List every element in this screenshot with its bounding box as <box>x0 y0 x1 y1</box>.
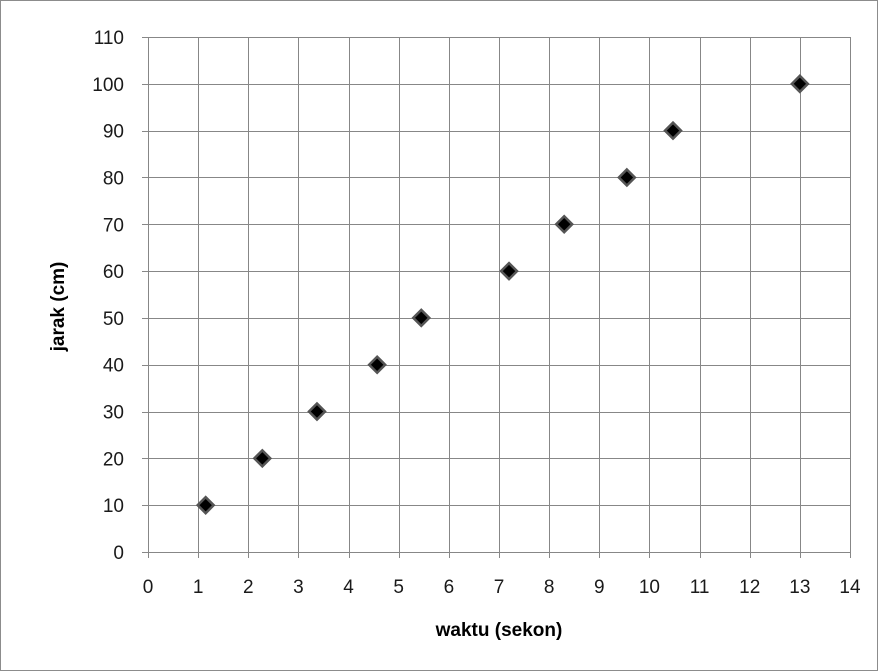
x-tick-label: 3 <box>293 577 304 598</box>
x-tick-label: 2 <box>243 577 254 598</box>
x-tick-label: 14 <box>839 577 861 598</box>
x-axis-title: waktu (sekon) <box>435 620 563 641</box>
data-point <box>790 74 810 94</box>
gridlines <box>148 37 851 552</box>
x-tick-label: 7 <box>494 577 505 598</box>
x-tick-label: 8 <box>544 577 555 598</box>
axes <box>142 37 851 558</box>
x-tick-label: 0 <box>143 577 154 598</box>
y-tick-label: 0 <box>113 543 124 564</box>
y-tick-label: 30 <box>103 403 124 424</box>
data-points <box>195 74 810 515</box>
x-tick-label: 1 <box>193 577 204 598</box>
data-point <box>195 495 216 515</box>
x-tick-label: 11 <box>690 577 710 598</box>
y-tick-label: 80 <box>103 168 124 189</box>
data-point <box>307 401 327 422</box>
x-tick-label: 9 <box>594 577 605 598</box>
y-axis-title: jarak (cm) <box>48 262 69 353</box>
data-point <box>617 167 637 188</box>
data-point <box>554 214 574 235</box>
y-tick-label: 40 <box>103 356 124 377</box>
y-tick-label: 90 <box>103 122 124 143</box>
y-tick-label: 20 <box>103 449 124 470</box>
data-point <box>252 448 273 469</box>
x-tick-label: 6 <box>444 577 455 598</box>
data-point <box>499 261 519 281</box>
x-tick-label: 13 <box>789 577 810 598</box>
data-point <box>411 308 432 328</box>
tick-labels: 0 1 2 3 4 5 6 7 8 9 10 11 12 13 1401020304050607080901… <box>92 28 861 598</box>
y-tick-label: 70 <box>103 215 124 236</box>
data-point <box>663 120 683 141</box>
x-tick-label: 10 <box>639 577 660 598</box>
x-tick-label: 12 <box>739 577 760 598</box>
x-tick-label: 4 <box>343 577 354 598</box>
y-tick-label: 60 <box>103 262 124 283</box>
y-tick-label: 10 <box>103 496 124 517</box>
x-tick-label: 5 <box>393 577 404 598</box>
y-tick-label: 110 <box>94 28 124 49</box>
data-point <box>367 354 387 375</box>
y-tick-label: 100 <box>92 75 124 96</box>
y-tick-label: 50 <box>103 309 124 330</box>
